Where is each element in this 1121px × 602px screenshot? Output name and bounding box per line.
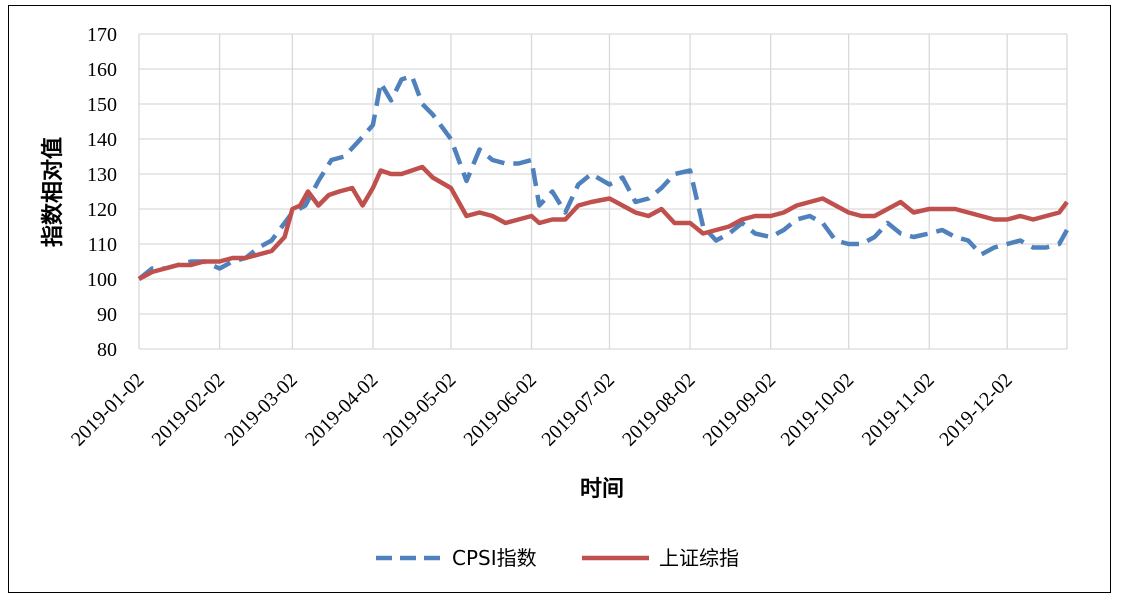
x-tick-label: 2019-09-02 (699, 369, 781, 451)
x-tick-label: 2019-04-02 (301, 369, 383, 451)
grid-lines (138, 33, 1068, 350)
x-tick-label: 2019-03-02 (220, 369, 302, 451)
legend-label-cpsi: CPSI指数 (452, 546, 537, 570)
y-tick-label: 130 (87, 164, 117, 186)
x-axis-title: 时间 (580, 477, 624, 502)
x-tick-label: 2019-02-02 (148, 369, 230, 451)
y-tick-label: 80 (97, 339, 117, 361)
y-axis-title: 指数相对值 (40, 137, 66, 247)
x-tick-label: 2019-08-02 (618, 369, 700, 451)
y-tick-label: 120 (87, 199, 117, 221)
x-tick-label: 2019-12-02 (935, 369, 1017, 451)
y-tick-label: 150 (87, 94, 117, 116)
x-tick-label: 2019-10-02 (777, 369, 859, 451)
legend: CPSI指数 上证综指 (376, 546, 739, 570)
chart-frame (8, 5, 1111, 593)
series-line-cpsi (137, 73, 1069, 281)
series-line-shanghai (137, 164, 1069, 281)
x-tick-label: 2019-07-02 (537, 369, 619, 451)
series-lines (137, 73, 1069, 281)
y-tick-label: 160 (87, 59, 117, 81)
x-tick-label: 2019-01-02 (67, 369, 149, 451)
y-tick-label: 170 (87, 24, 117, 46)
x-tick-label: 2019-05-02 (379, 369, 461, 451)
y-tick-label: 90 (97, 304, 117, 326)
y-tick-label: 110 (88, 234, 117, 256)
y-tick-label: 100 (87, 269, 117, 291)
x-tick-label: 2019-11-02 (858, 369, 939, 450)
legend-label-shanghai: 上证综指 (659, 546, 739, 570)
x-tick-label: 2019-06-02 (460, 369, 542, 451)
y-tick-labels: 80 90 100 110 120 130 140 150 160 170 (87, 24, 117, 361)
y-tick-label: 140 (87, 129, 117, 151)
